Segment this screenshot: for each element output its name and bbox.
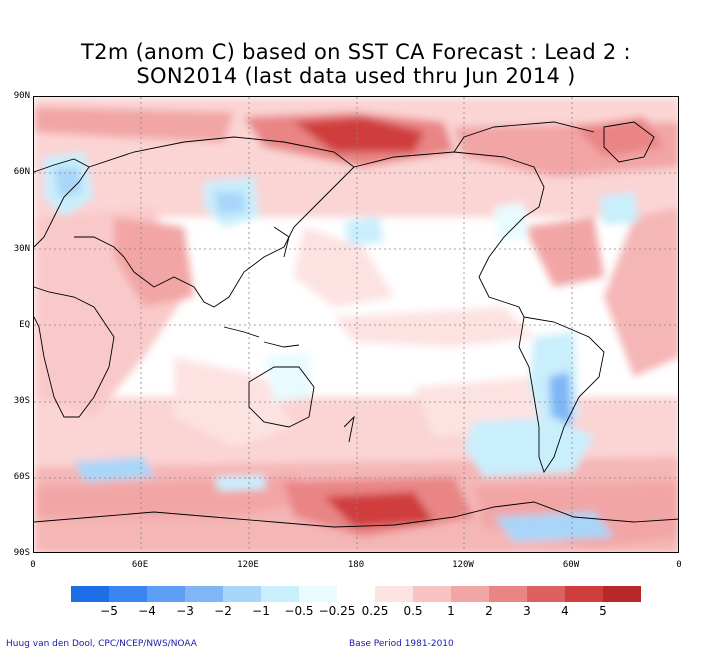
colorbar-segment	[489, 586, 527, 602]
colorbar-segment	[109, 586, 147, 602]
lon-label-0-east: 0	[676, 560, 682, 570]
credit-text: Huug van den Dool, CPC/NCEP/NWS/NOAA	[6, 639, 197, 649]
colorbar-segment	[223, 586, 261, 602]
lat-label-30n: 30N	[13, 244, 30, 254]
colorbar	[71, 586, 641, 602]
colorbar-segment	[299, 586, 337, 602]
lat-label-90n: 90N	[13, 91, 30, 101]
colorbar-label: 1	[447, 604, 455, 618]
colorbar-label: 0.5	[403, 604, 423, 618]
colorbar-segment	[261, 586, 299, 602]
coastlines	[34, 121, 678, 528]
lat-label-60n: 60N	[13, 167, 30, 177]
colorbar-label: −2	[214, 604, 232, 618]
colorbar-segment	[147, 586, 185, 602]
colorbar-label: −0.25	[318, 604, 356, 618]
lon-label-120w: 120W	[452, 560, 474, 570]
colorbar-segment	[413, 586, 451, 602]
lon-label-60e: 60E	[131, 560, 149, 570]
anomaly-map-svg	[34, 97, 678, 552]
anomaly-fill	[34, 97, 678, 552]
colorbar-segment	[375, 586, 413, 602]
colorbar-label: 3	[523, 604, 531, 618]
colorbar-label: 2	[485, 604, 493, 618]
colorbar-label: 5	[599, 604, 607, 618]
lon-label-120e: 120E	[237, 560, 259, 570]
colorbar-segment	[451, 586, 489, 602]
colorbar-label: 0.25	[361, 604, 389, 618]
base-period-text: Base Period 1981-2010	[349, 639, 454, 649]
colorbar-segment	[527, 586, 565, 602]
lat-label-eq: EQ	[19, 320, 30, 330]
colorbar-label: −0.5	[284, 604, 314, 618]
graticule	[34, 97, 678, 552]
colorbar-label: −1	[252, 604, 270, 618]
colorbar-label: 4	[561, 604, 569, 618]
colorbar-segment	[71, 586, 109, 602]
map-title-line-2: SON2014 (last data used thru Jun 2014 )	[136, 64, 576, 88]
colorbar-segment	[185, 586, 223, 602]
colorbar-label: −3	[176, 604, 194, 618]
colorbar-segment	[337, 586, 375, 602]
lon-label-0: 0	[30, 560, 36, 570]
colorbar-label: −4	[138, 604, 156, 618]
colorbar-label: −5	[100, 604, 118, 618]
lon-label-60w: 60W	[562, 560, 580, 570]
anomaly-map	[33, 96, 679, 553]
lat-label-60s: 60S	[13, 472, 30, 482]
map-title-line-1: T2m (anom C) based on SST CA Forecast : …	[81, 40, 631, 64]
lat-label-30s: 30S	[13, 396, 30, 406]
lat-label-90s: 90S	[13, 548, 30, 558]
colorbar-segment	[603, 586, 641, 602]
colorbar-segment	[565, 586, 603, 602]
lon-label-180: 180	[347, 560, 365, 570]
